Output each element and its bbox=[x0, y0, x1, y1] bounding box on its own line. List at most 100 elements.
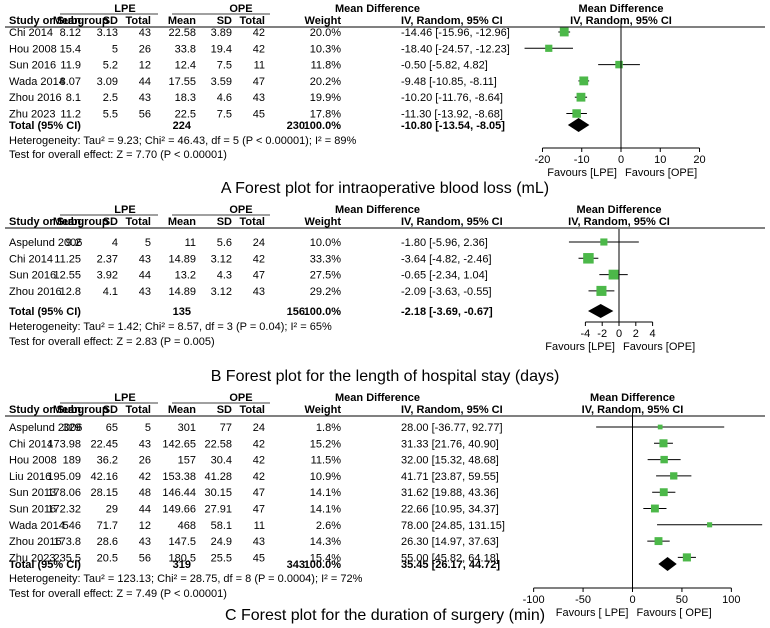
ope-mean: 301 bbox=[178, 422, 196, 434]
lpe-mean: 235.5 bbox=[53, 552, 81, 564]
lpe-total: 43 bbox=[139, 253, 151, 265]
study-name: Chi 2014 bbox=[9, 27, 53, 39]
study-name: Zhu 2023 bbox=[9, 552, 55, 564]
lpe-total: 43 bbox=[139, 286, 151, 298]
total-lpe: 135 bbox=[173, 306, 191, 318]
lpe-mean: 11.9 bbox=[60, 60, 81, 72]
ope-sd: 4.3 bbox=[217, 270, 232, 282]
column-header-lpe-mean: Mean bbox=[53, 15, 81, 27]
lpe-total: 26 bbox=[139, 455, 151, 467]
study-ci: -0.50 [-5.82, 4.82] bbox=[401, 60, 488, 72]
total-weight: 100.0% bbox=[304, 559, 342, 571]
lpe-total: 56 bbox=[139, 552, 151, 564]
effect-square bbox=[579, 76, 589, 86]
column-header-ope-sd: SD bbox=[217, 216, 232, 228]
study-weight: 10.3% bbox=[310, 43, 341, 55]
ope-total: 43 bbox=[253, 536, 265, 548]
total-label: Total (95% CI) bbox=[9, 559, 81, 571]
study-weight: 15.4% bbox=[310, 552, 341, 564]
panel-caption: B Forest plot for the length of hospital… bbox=[211, 368, 560, 385]
lpe-sd: 4.1 bbox=[103, 286, 118, 298]
column-header-study: Study or Subgroup bbox=[9, 404, 109, 416]
plot-header-mean-difference: Mean Difference bbox=[590, 392, 675, 404]
study-weight: 2.6% bbox=[316, 520, 341, 532]
panel-caption: A Forest plot for intraoperative blood l… bbox=[221, 180, 549, 197]
total-ci: -10.80 [-13.54, -8.05] bbox=[401, 120, 505, 132]
column-header-lpe-mean: Mean bbox=[53, 216, 81, 228]
study-name: Sun 2013 bbox=[9, 487, 56, 499]
lpe-mean: 178.06 bbox=[47, 487, 81, 499]
lpe-mean: 546 bbox=[63, 520, 81, 532]
ope-total: 42 bbox=[253, 43, 265, 55]
lpe-sd: 3.92 bbox=[97, 270, 118, 282]
lpe-total: 43 bbox=[139, 27, 151, 39]
lpe-sd: 5.2 bbox=[103, 60, 118, 72]
column-header-weight: Weight bbox=[305, 15, 342, 27]
total-weight: 100.0% bbox=[304, 306, 342, 318]
lpe-mean: 8.1 bbox=[66, 92, 81, 104]
column-header-ope-total: Total bbox=[240, 15, 265, 27]
x-tick-label: 2 bbox=[633, 328, 639, 340]
study-ci: -14.46 [-15.96, -12.96] bbox=[401, 27, 510, 39]
study-ci: 26.30 [14.97, 37.63] bbox=[401, 536, 499, 548]
panel-caption: C Forest plot for the duration of surger… bbox=[225, 607, 545, 624]
favours-right-label: Favours [OPE] bbox=[625, 167, 697, 179]
total-ope: 230 bbox=[287, 120, 305, 132]
lpe-sd: 4 bbox=[112, 237, 118, 249]
favours-left-label: Favours [ LPE] bbox=[556, 607, 629, 619]
ope-mean: 146.44 bbox=[162, 487, 196, 499]
group-header-ope: OPE bbox=[229, 392, 252, 404]
study-ci: 32.00 [15.32, 48.68] bbox=[401, 455, 499, 467]
ope-sd: 30.15 bbox=[204, 487, 232, 499]
study-ci: 41.71 [23.87, 59.55] bbox=[401, 471, 499, 483]
effect-square bbox=[608, 269, 619, 280]
lpe-total: 44 bbox=[139, 270, 151, 282]
study-name: Aspelund 2006 bbox=[9, 422, 82, 434]
lpe-sd: 5 bbox=[112, 43, 118, 55]
ope-sd: 22.58 bbox=[204, 438, 232, 450]
total-ope: 156 bbox=[287, 306, 305, 318]
lpe-sd: 71.7 bbox=[97, 520, 118, 532]
x-tick-label: -50 bbox=[575, 594, 591, 606]
study-name: Zhou 2016 bbox=[9, 286, 62, 298]
favours-right-label: Favours [OPE] bbox=[623, 341, 695, 353]
x-tick-label: -4 bbox=[581, 328, 591, 340]
study-name: Chi 2014 bbox=[9, 253, 53, 265]
study-weight: 17.8% bbox=[310, 109, 341, 121]
x-tick-label: 0 bbox=[618, 154, 624, 166]
lpe-mean: 195.09 bbox=[47, 471, 81, 483]
effect-square bbox=[654, 537, 663, 546]
plot-header-mean-difference: Mean Difference bbox=[577, 204, 662, 216]
study-weight: 20.2% bbox=[310, 76, 341, 88]
heterogeneity-text: Heterogeneity: Tau² = 123.13; Chi² = 28.… bbox=[9, 573, 363, 585]
study-name: Zhou 2016 bbox=[9, 92, 62, 104]
lpe-total: 43 bbox=[139, 536, 151, 548]
ope-total: 47 bbox=[253, 487, 265, 499]
study-name: Chi 2014 bbox=[9, 438, 53, 450]
lpe-total: 42 bbox=[139, 471, 151, 483]
study-weight: 19.9% bbox=[310, 92, 341, 104]
x-tick-label: -10 bbox=[574, 154, 590, 166]
effect-square bbox=[545, 44, 553, 52]
ope-total: 47 bbox=[253, 76, 265, 88]
mean-difference-header: Mean Difference bbox=[335, 392, 420, 404]
total-lpe: 224 bbox=[173, 120, 192, 132]
pooled-diamond bbox=[658, 557, 677, 571]
ope-sd: 5.6 bbox=[217, 237, 232, 249]
column-header-ope-total: Total bbox=[240, 216, 265, 228]
study-ci: -9.48 [-10.85, -8.11] bbox=[401, 76, 497, 88]
lpe-mean: 8.07 bbox=[60, 76, 81, 88]
ope-mean: 14.89 bbox=[168, 286, 196, 298]
lpe-sd: 28.6 bbox=[97, 536, 118, 548]
lpe-mean: 8.12 bbox=[60, 27, 81, 39]
ope-sd: 77 bbox=[220, 422, 232, 434]
ope-mean: 17.55 bbox=[168, 76, 196, 88]
lpe-sd: 3.09 bbox=[97, 76, 118, 88]
study-weight: 33.3% bbox=[310, 253, 341, 265]
lpe-mean: 173.8 bbox=[53, 536, 81, 548]
ope-sd: 41.28 bbox=[204, 471, 232, 483]
ope-mean: 11 bbox=[185, 237, 196, 249]
column-header-lpe-total: Total bbox=[126, 404, 151, 416]
total-ci: -2.18 [-3.69, -0.67] bbox=[401, 306, 493, 318]
